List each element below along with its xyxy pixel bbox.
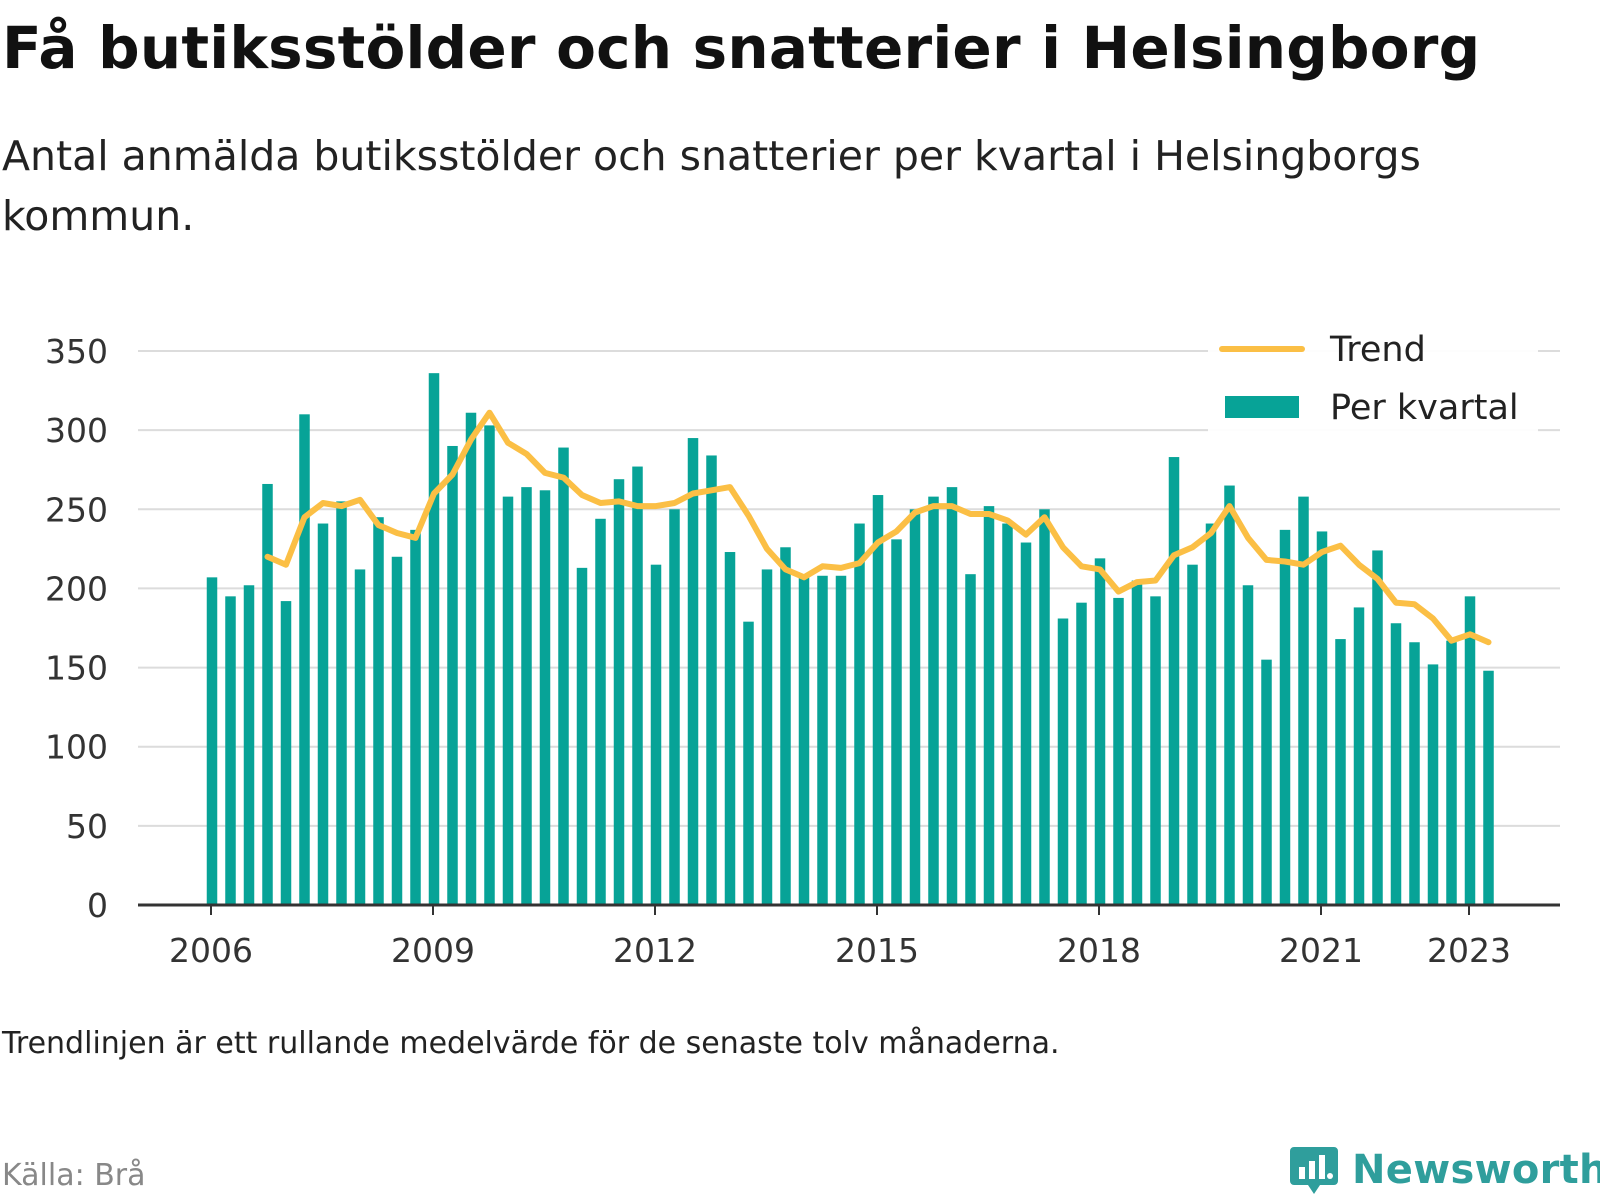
x-tick-label: 2023 xyxy=(1427,931,1511,970)
bar xyxy=(447,445,458,905)
y-tick-label: 50 xyxy=(66,807,108,846)
bar xyxy=(1057,618,1069,905)
bar xyxy=(1242,585,1254,905)
bar xyxy=(909,509,921,905)
bar xyxy=(595,518,606,905)
bar xyxy=(983,506,995,905)
bar xyxy=(428,373,440,905)
bar xyxy=(1390,623,1402,905)
bar xyxy=(1094,558,1106,905)
bar xyxy=(872,495,884,905)
bar xyxy=(798,575,810,905)
bar xyxy=(317,523,329,905)
legend-bars-label: Per kvartal xyxy=(1330,388,1519,428)
bar xyxy=(1150,596,1161,905)
bar xyxy=(891,539,902,905)
source-credit: Källa: Brå xyxy=(2,1158,146,1193)
bar xyxy=(650,564,662,905)
bar xyxy=(965,574,976,905)
x-tick-label: 2006 xyxy=(169,931,253,970)
y-tick-label: 150 xyxy=(45,649,108,688)
bar xyxy=(706,455,717,905)
bar xyxy=(669,509,680,905)
legend-trend-label: Trend xyxy=(1329,330,1426,370)
bar xyxy=(1427,664,1439,905)
bar xyxy=(724,552,736,905)
bar xyxy=(576,567,588,905)
bar xyxy=(1335,639,1346,905)
bar xyxy=(1279,529,1291,905)
bar xyxy=(1224,485,1235,905)
bar xyxy=(558,447,569,905)
bar xyxy=(1483,670,1494,905)
bar xyxy=(225,596,236,905)
bar xyxy=(410,529,421,905)
bar xyxy=(687,438,699,905)
bar xyxy=(1409,642,1420,905)
bar xyxy=(613,479,625,905)
bar xyxy=(1261,659,1272,905)
y-tick-label: 350 xyxy=(45,332,108,371)
newsworthy-logo-icon xyxy=(1290,1147,1338,1194)
x-tick-label: 2018 xyxy=(1057,931,1141,970)
bar xyxy=(336,501,347,905)
x-tick-label: 2015 xyxy=(835,931,919,970)
y-tick-label: 200 xyxy=(45,569,108,608)
x-tick-label: 2012 xyxy=(613,931,697,970)
bar xyxy=(854,523,865,905)
bar xyxy=(521,487,532,905)
bar xyxy=(391,556,403,905)
bar xyxy=(1131,580,1143,905)
bar xyxy=(1446,640,1457,905)
y-tick-label: 300 xyxy=(45,411,108,450)
bar xyxy=(928,496,939,905)
bar xyxy=(1298,496,1309,905)
bar xyxy=(761,569,773,905)
bar xyxy=(1076,602,1087,905)
chart-subtitle: Antal anmälda butiksstölder och snatteri… xyxy=(2,132,1421,240)
bar xyxy=(484,425,495,905)
bar xyxy=(1113,597,1124,905)
trend-line xyxy=(264,409,1492,646)
bar xyxy=(373,517,384,905)
bar xyxy=(502,496,514,905)
y-tick-label: 100 xyxy=(45,728,108,767)
bar xyxy=(1372,550,1383,905)
bar xyxy=(1316,531,1328,905)
bar xyxy=(632,466,643,905)
bar xyxy=(1205,523,1217,905)
bar xyxy=(299,414,310,905)
bar xyxy=(1002,523,1013,905)
y-tick-label: 0 xyxy=(87,886,108,925)
bar xyxy=(1353,607,1365,905)
bar xyxy=(1187,564,1198,905)
bar xyxy=(835,575,847,905)
brand-logo: Newsworthy xyxy=(1290,1140,1600,1200)
bar xyxy=(262,483,273,905)
chart-title: Få butiksstölder och snatterier i Helsin… xyxy=(2,14,1481,82)
bar xyxy=(1464,596,1476,905)
bar xyxy=(465,412,477,905)
x-tick-label: 2009 xyxy=(391,931,475,970)
bar xyxy=(946,487,958,905)
bar xyxy=(1039,509,1050,905)
y-tick-label: 250 xyxy=(45,490,108,529)
bar xyxy=(780,547,791,905)
chart: 0 50 100 150 200 250 300 350 2006 2009 2012 2015 201… xyxy=(45,328,1560,970)
trend-note: Trendlinjen är ett rullande medelvärde f… xyxy=(2,1026,1060,1061)
bar xyxy=(354,569,366,905)
bar xyxy=(206,577,218,905)
bar xyxy=(539,490,551,905)
bar xyxy=(243,585,255,905)
bar xyxy=(817,575,828,905)
x-tick-label: 2021 xyxy=(1279,931,1363,970)
bar xyxy=(1168,457,1180,905)
legend-bars-swatch xyxy=(1225,396,1299,418)
brand-name: Newsworthy xyxy=(1352,1147,1600,1193)
bar xyxy=(1020,542,1032,905)
bar xyxy=(280,601,292,905)
bar xyxy=(743,621,754,905)
